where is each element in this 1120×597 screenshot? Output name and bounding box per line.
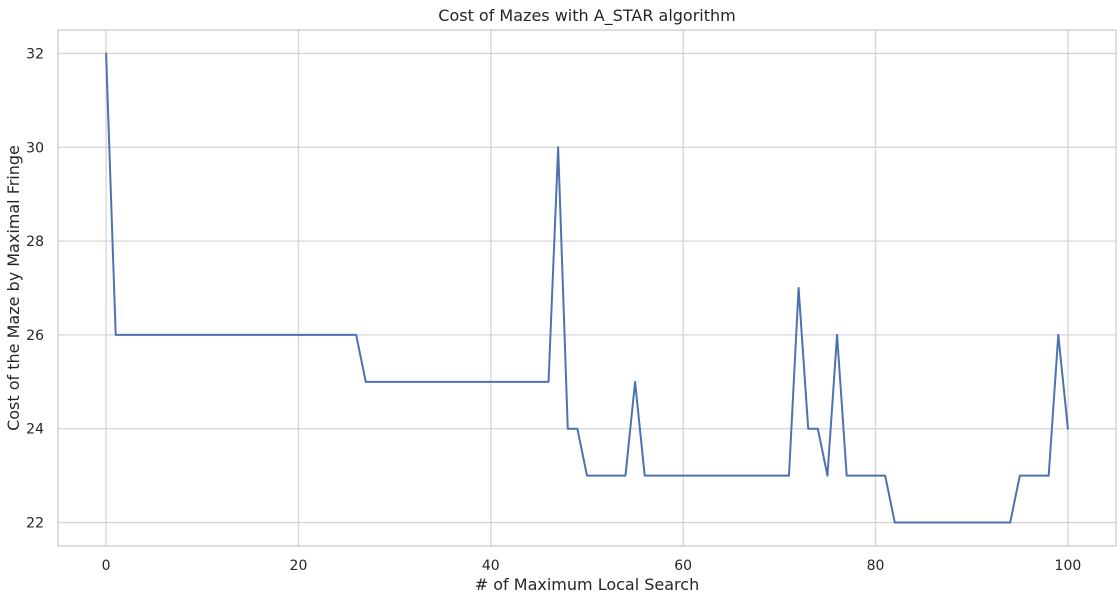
chart-title: Cost of Mazes with A_STAR algorithm [438, 6, 735, 26]
y-axis-label: Cost of the Maze by Maximal Fringe [4, 145, 23, 431]
y-tick-label: 30 [26, 140, 44, 156]
x-tick-label: 100 [1055, 558, 1082, 574]
plot-frame [57, 29, 1117, 547]
y-tick-label: 28 [26, 234, 44, 250]
x-tick-label: 20 [290, 558, 308, 574]
x-axis-label: # of Maximum Local Search [475, 575, 699, 594]
x-tick-labels: 0 20 40 60 80 100 [102, 558, 1082, 574]
y-tick-label: 26 [26, 328, 44, 344]
y-tick-label: 32 [26, 46, 44, 62]
y-tick-label: 24 [26, 422, 44, 438]
y-tick-label: 22 [26, 516, 44, 532]
x-tick-label: 80 [867, 558, 885, 574]
x-tick-label: 60 [674, 558, 692, 574]
grid [58, 30, 1116, 546]
data-points [106, 53, 1068, 522]
x-tick-label: 0 [102, 558, 111, 574]
series-line [105, 52, 1069, 524]
x-tick-label: 40 [482, 558, 500, 574]
y-tick-labels: 22 24 26 28 30 32 [26, 46, 44, 531]
